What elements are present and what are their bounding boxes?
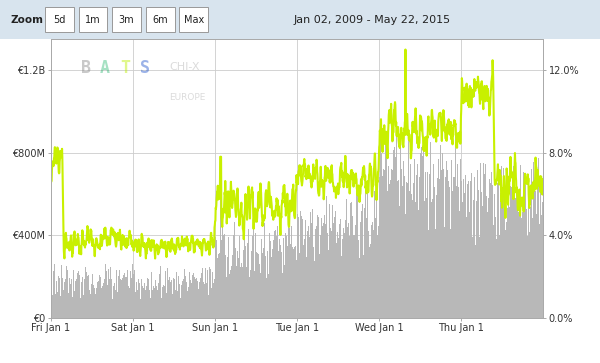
Text: 5d: 5d	[53, 15, 65, 25]
Text: T: T	[120, 58, 130, 77]
Text: 1m: 1m	[85, 15, 101, 25]
Text: CHI-X: CHI-X	[169, 62, 200, 72]
Text: A: A	[100, 58, 110, 77]
FancyBboxPatch shape	[45, 8, 74, 32]
Text: B: B	[80, 58, 91, 77]
FancyBboxPatch shape	[112, 8, 141, 32]
FancyBboxPatch shape	[146, 8, 175, 32]
FancyBboxPatch shape	[179, 8, 208, 32]
Text: Max: Max	[184, 15, 204, 25]
Text: Zoom: Zoom	[11, 15, 44, 25]
Text: 3m: 3m	[119, 15, 134, 25]
Text: S: S	[140, 58, 149, 77]
Text: 6m: 6m	[152, 15, 168, 25]
Text: EUROPE: EUROPE	[169, 93, 205, 102]
Text: Jan 02, 2009 - May 22, 2015: Jan 02, 2009 - May 22, 2015	[293, 15, 451, 25]
FancyBboxPatch shape	[79, 8, 107, 32]
